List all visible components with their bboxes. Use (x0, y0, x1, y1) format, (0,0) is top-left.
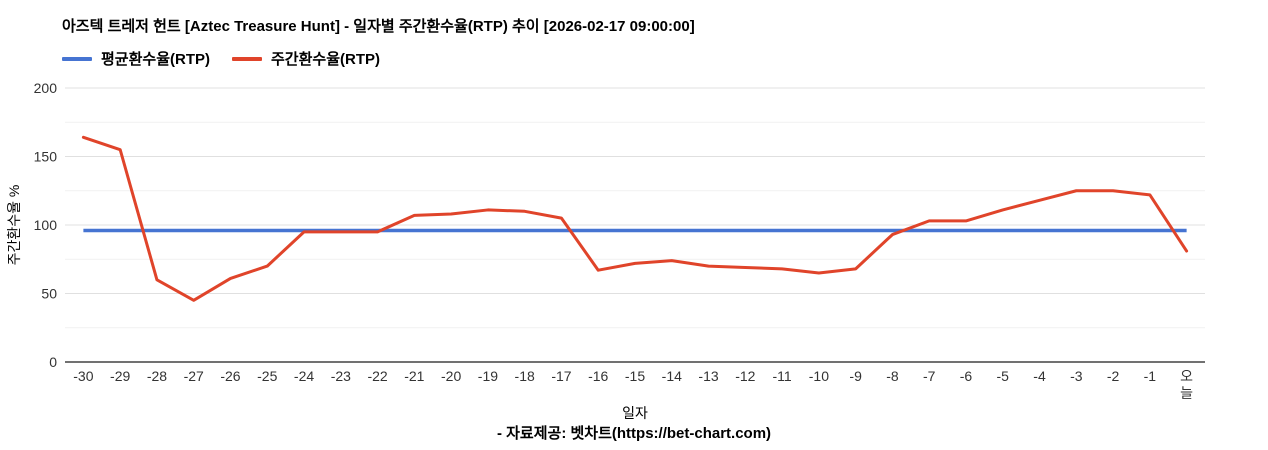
x-axis-title: 일자 (622, 405, 648, 421)
weekly-rtp-line (81, 135, 1189, 302)
y-axis-tick-labels: 0 50 100 150 200 (34, 80, 58, 370)
x-tick-label: -7 (923, 368, 936, 384)
chart-title: 아즈텍 트레저 헌트 [Aztec Treasure Hunt] - 일자별 주… (62, 18, 695, 35)
x-tick-label: -24 (294, 368, 314, 384)
x-tick-label: -23 (331, 368, 351, 384)
x-tick-label: -13 (698, 368, 718, 384)
x-tick-label: -28 (147, 368, 167, 384)
x-tick-label: -16 (588, 368, 608, 384)
legend-label-average-rtp: 평균환수율(RTP) (101, 51, 210, 68)
x-tick-label: -2 (1107, 368, 1120, 384)
legend-label-weekly-rtp: 주간환수율(RTP) (271, 51, 380, 68)
x-tick-label: -21 (404, 368, 424, 384)
x-tick-label: -8 (886, 368, 899, 384)
x-axis-tick-labels: -30 -29 -28 -27 -26 -25 -24 -23 -22 -21 -20 -19 -18-… (73, 368, 1193, 401)
x-tick-label: -9 (849, 368, 862, 384)
x-tick-label: -10 (809, 368, 829, 384)
legend-item-average-rtp: 평균환수율(RTP) (62, 48, 210, 69)
x-tick-label: -25 (257, 368, 277, 384)
x-tick-label: -12 (735, 368, 755, 384)
y-tick-label: 150 (34, 149, 58, 165)
weekly-rtp-line-swatch (232, 56, 262, 61)
x-tick-label: -22 (367, 368, 387, 384)
legend-item-weekly-rtp: 주간환수율(RTP) (232, 48, 380, 69)
major-gridlines (65, 87, 1205, 294)
x-tick-label: -26 (220, 368, 240, 384)
x-tick-label: -1 (1144, 368, 1157, 384)
x-tick-label: -30 (73, 368, 93, 384)
average-rtp-line-swatch (62, 56, 92, 61)
x-tick-label: -19 (478, 368, 498, 384)
x-tick-label: -17 (551, 368, 571, 384)
x-tick-label: -27 (184, 368, 204, 384)
x-tick-label: -5 (997, 368, 1010, 384)
y-tick-label: 200 (34, 80, 58, 96)
y-axis-title: 주간환수율 % (6, 184, 22, 266)
chart-legend: 평균환수율(RTP) 주간환수율(RTP) (62, 48, 380, 69)
minor-gridlines (65, 121, 1205, 329)
y-tick-label: 50 (41, 286, 57, 302)
x-tick-label: -14 (662, 368, 682, 384)
y-tick-label: 0 (49, 354, 57, 370)
x-tick-label: -15 (625, 368, 645, 384)
x-tick-label: -29 (110, 368, 130, 384)
source-attribution: - 자료제공: 벳차트(https://bet-chart.com) (496, 425, 772, 442)
x-tick-label: -3 (1070, 368, 1083, 384)
x-tick-label: -20 (441, 368, 461, 384)
y-tick-label: 100 (34, 217, 58, 233)
x-tick-label: -4 (1033, 368, 1046, 384)
x-tick-label: -18 (515, 368, 535, 384)
x-tick-label: -11 (772, 368, 791, 384)
x-tick-label: -6 (960, 368, 973, 384)
